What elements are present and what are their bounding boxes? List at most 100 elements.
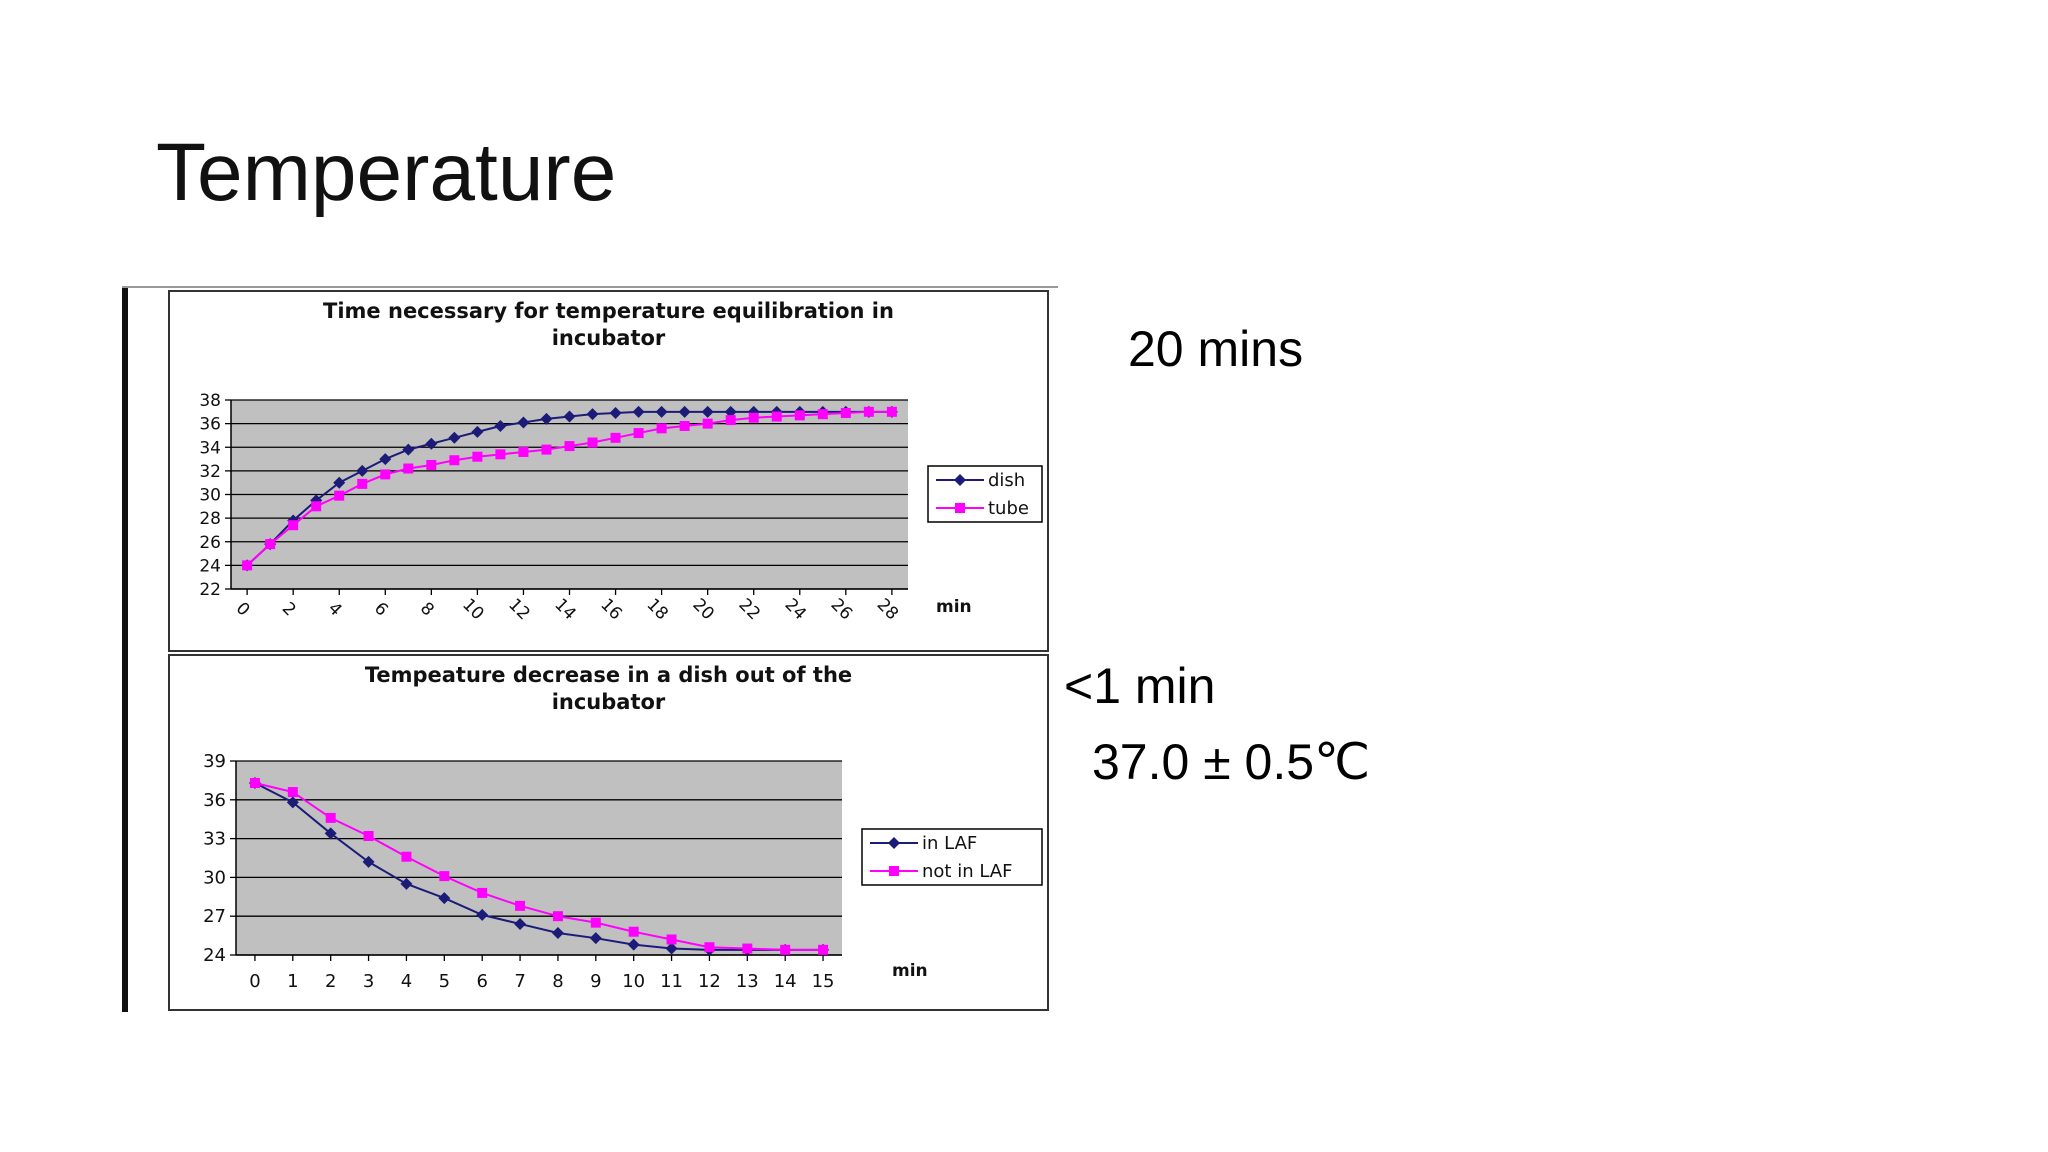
data-point xyxy=(748,412,759,423)
data-point xyxy=(380,469,391,480)
data-point xyxy=(515,900,526,911)
y-tick-label: 34 xyxy=(199,438,221,458)
legend-marker xyxy=(888,837,900,849)
data-point xyxy=(701,405,714,418)
data-point xyxy=(551,927,564,940)
data-point xyxy=(886,406,897,417)
x-axis-label: min xyxy=(892,961,928,981)
note: 20 mins xyxy=(1128,321,1303,377)
plot-area xyxy=(236,761,842,955)
chart-title: Time necessary for temperature equilibra… xyxy=(323,299,894,323)
data-point xyxy=(742,943,753,954)
data-point xyxy=(540,412,553,425)
x-axis-label: min xyxy=(936,597,972,617)
data-point xyxy=(563,410,576,423)
data-point xyxy=(666,934,677,945)
data-point xyxy=(401,851,412,862)
x-tick-label: 0 xyxy=(249,971,260,992)
x-tick-label: 11 xyxy=(660,971,683,992)
data-point xyxy=(476,908,489,921)
data-point xyxy=(286,796,299,809)
data-point xyxy=(518,446,529,457)
data-point xyxy=(494,419,507,432)
chart: Time necessary for temperature equilibra… xyxy=(168,290,1049,652)
data-point xyxy=(655,405,668,418)
x-tick-label: 1 xyxy=(287,971,298,992)
data-point xyxy=(725,415,736,426)
data-point xyxy=(794,410,805,421)
x-tick-label: 5 xyxy=(439,971,450,992)
y-tick-label: 27 xyxy=(203,906,226,927)
y-tick-label: 36 xyxy=(199,415,221,435)
data-point xyxy=(471,425,484,438)
y-tick-label: 33 xyxy=(203,829,226,850)
data-point xyxy=(589,932,602,945)
chart-title: incubator xyxy=(552,690,666,714)
data-point xyxy=(541,444,552,455)
data-point xyxy=(609,406,622,419)
y-tick-label: 22 xyxy=(199,580,221,600)
data-point xyxy=(477,887,488,898)
image-border xyxy=(122,288,128,1012)
chart: Tempeature decrease in a dish out of the… xyxy=(168,654,1049,1011)
data-point xyxy=(425,437,438,450)
data-point xyxy=(517,416,530,429)
y-tick-label: 30 xyxy=(203,867,226,888)
data-point xyxy=(514,917,527,930)
series-line xyxy=(254,782,824,951)
y-tick-label: 24 xyxy=(199,556,221,576)
x-tick-label: 14 xyxy=(774,971,797,992)
x-tick-label: 6 xyxy=(476,971,487,992)
x-tick-label: 13 xyxy=(736,971,759,992)
data-point xyxy=(771,411,782,422)
x-tick-label: 2 xyxy=(325,971,336,992)
data-point xyxy=(333,476,346,489)
y-tick-label: 24 xyxy=(203,945,226,966)
y-tick-label: 36 xyxy=(203,790,226,811)
note: <1 min xyxy=(1064,658,1215,714)
data-point xyxy=(818,944,829,955)
x-tick-label: 4 xyxy=(401,971,412,992)
data-point xyxy=(586,408,599,421)
data-point xyxy=(356,464,369,477)
series-line xyxy=(254,782,824,951)
slide-title: Temperature xyxy=(156,127,616,218)
data-point xyxy=(678,405,691,418)
y-tick-label: 38 xyxy=(199,391,221,411)
y-tick-label: 30 xyxy=(199,486,221,506)
y-tick-label: 26 xyxy=(199,533,221,553)
data-point xyxy=(840,407,851,418)
data-point xyxy=(587,437,598,448)
data-point xyxy=(472,451,483,462)
data-point xyxy=(426,459,437,470)
data-point xyxy=(702,418,713,429)
data-point xyxy=(288,520,299,531)
data-point xyxy=(704,942,715,953)
data-point xyxy=(633,428,644,439)
x-tick-label: 9 xyxy=(590,971,601,992)
legend-marker xyxy=(955,503,965,513)
x-tick-label: 12 xyxy=(698,971,721,992)
y-tick-label: 32 xyxy=(199,462,221,482)
data-point xyxy=(242,560,253,571)
data-point xyxy=(448,431,461,444)
legend-label: not in LAF xyxy=(922,861,1012,882)
data-point xyxy=(438,892,451,905)
x-tick-label: 10 xyxy=(622,971,645,992)
image-border xyxy=(122,286,1058,288)
x-tick-label: 8 xyxy=(552,971,563,992)
data-point xyxy=(379,453,392,466)
data-point xyxy=(357,478,368,489)
data-point xyxy=(363,831,374,842)
data-point xyxy=(656,423,667,434)
data-point xyxy=(632,405,645,418)
data-point xyxy=(324,827,337,840)
data-point xyxy=(552,911,563,922)
data-point xyxy=(863,406,874,417)
data-point xyxy=(311,501,322,512)
data-point xyxy=(362,855,375,868)
note: 37.0 ± 0.5℃ xyxy=(1092,734,1370,790)
data-point xyxy=(627,938,640,951)
data-point xyxy=(334,490,345,501)
